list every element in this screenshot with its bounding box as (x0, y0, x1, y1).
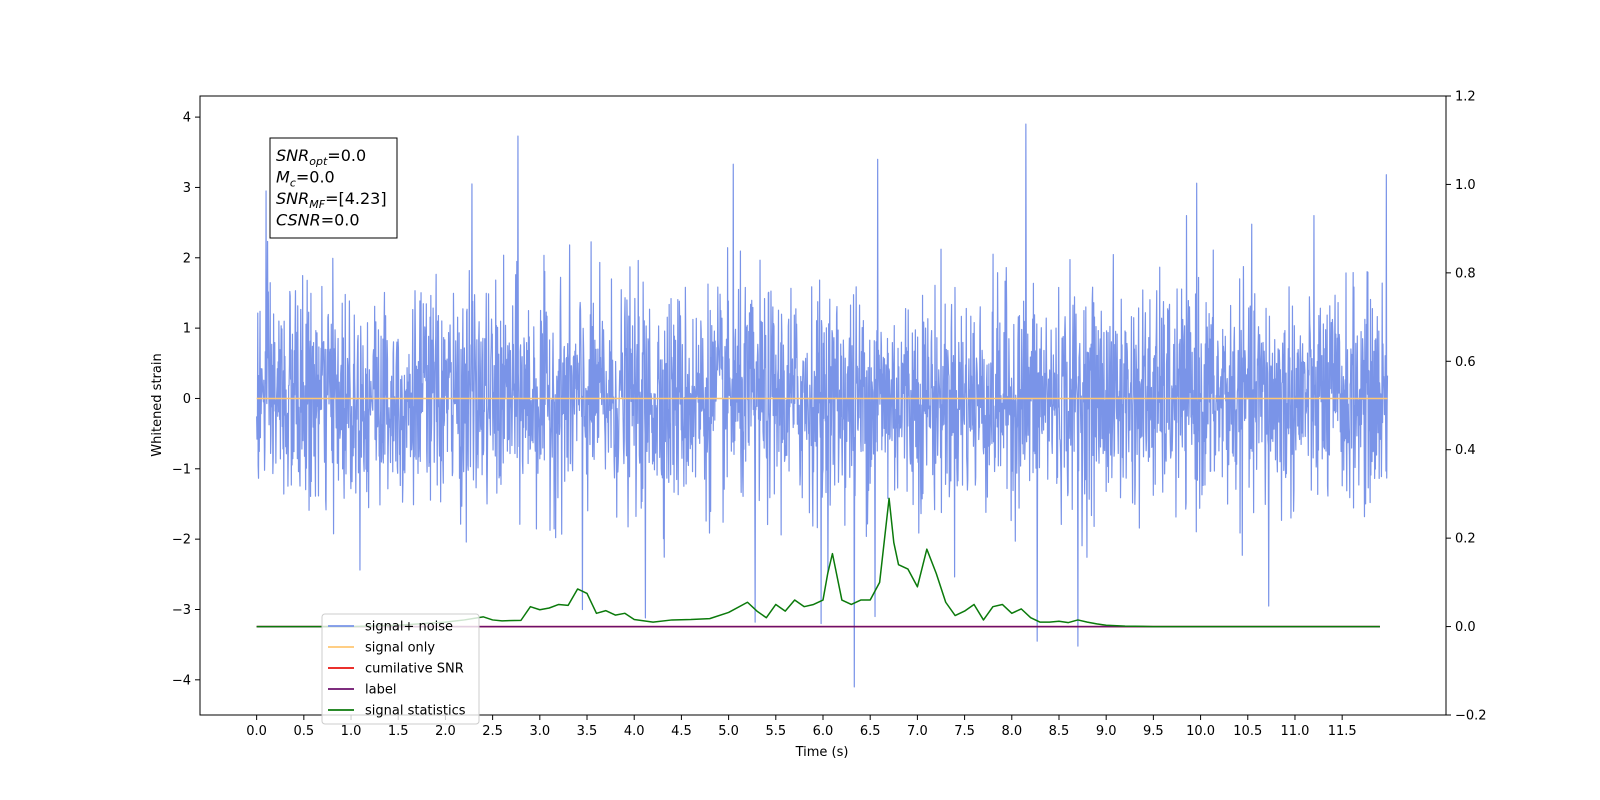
legend-entry: cumilative SNR (365, 662, 464, 677)
y-axis-right: −0.2 0.0 0.2 0.4 0.6 0.8 1.0 1.2 (1446, 90, 1487, 724)
y-right-tick-label: 0.0 (1455, 620, 1476, 635)
x-tick-label: 10.0 (1186, 724, 1215, 739)
info-box-line: CSNR=0.0 (276, 211, 360, 230)
y-right-tick-label: 0.6 (1455, 355, 1476, 370)
x-tick-label: 6.0 (813, 724, 834, 739)
x-tick-label: 11.0 (1280, 724, 1309, 739)
series-layer (256, 123, 1389, 688)
x-tick-label: 0.0 (246, 724, 267, 739)
x-tick-label: 1.5 (388, 724, 409, 739)
y-tick-label: 3 (183, 181, 191, 196)
info-box-frame (269, 137, 398, 239)
y-axis-left: −4 −3 −2 −1 0 1 2 3 4 (172, 111, 200, 688)
y-right-tick-label: 1.2 (1455, 90, 1476, 105)
y-right-tick-label: 0.8 (1455, 266, 1476, 281)
info-box-line: SNRopt=0.0 (276, 146, 366, 168)
info-box-line: Mc=0.0 (276, 168, 335, 190)
y-right-tick-label: −0.2 (1455, 709, 1487, 724)
y-right-tick-label: 0.4 (1455, 443, 1476, 458)
y-tick-label: 2 (183, 251, 191, 266)
y-tick-label: 1 (183, 322, 191, 337)
x-tick-label: 6.5 (860, 724, 881, 739)
x-tick-label: 2.0 (435, 724, 456, 739)
x-tick-label: 10.5 (1233, 724, 1262, 739)
y-tick-label: −3 (172, 603, 191, 618)
y-tick-label: −2 (172, 533, 191, 548)
legend-entry: signal only (365, 641, 435, 656)
x-tick-label: 0.5 (293, 724, 314, 739)
x-tick-label: 9.5 (1143, 724, 1164, 739)
x-tick-label: 5.0 (718, 724, 739, 739)
x-axis-label: Time (s) (795, 745, 849, 760)
legend-entry: signal+ noise (365, 620, 453, 635)
legend-entry: signal statistics (365, 704, 466, 719)
info-box-line: SNRMF=[4.23] (276, 189, 387, 211)
legend: signal+ noise signal only cumilative SNR la… (321, 613, 480, 725)
x-axis: 0.0 0.5 1.0 1.5 2.0 2.5 3.0 3.5 4.0 4.5 5.0 5.5 6.0 6… (246, 715, 1357, 739)
y-tick-label: −1 (172, 462, 191, 477)
x-tick-label: 2.5 (482, 724, 503, 739)
y-right-tick-label: 1.0 (1455, 178, 1476, 193)
x-tick-label: 8.5 (1049, 724, 1070, 739)
series-signal-noise (256, 123, 1389, 688)
legend-entry: label (365, 683, 396, 698)
x-tick-label: 4.0 (624, 724, 645, 739)
y-tick-label: 0 (183, 392, 191, 407)
y-right-tick-label: 0.2 (1455, 532, 1476, 547)
x-tick-label: 11.5 (1328, 724, 1357, 739)
x-tick-label: 3.0 (529, 724, 550, 739)
y-tick-label: 4 (183, 111, 191, 126)
legend-frame (321, 613, 480, 725)
y-axis-label: Whitened strain (150, 353, 165, 456)
x-tick-label: 1.0 (341, 724, 362, 739)
x-tick-label: 4.5 (671, 724, 692, 739)
x-tick-label: 9.0 (1096, 724, 1117, 739)
x-tick-label: 8.0 (1001, 724, 1022, 739)
x-tick-label: 5.5 (765, 724, 786, 739)
y-tick-label: −4 (172, 673, 191, 688)
x-tick-label: 3.5 (577, 724, 598, 739)
x-tick-label: 7.0 (907, 724, 928, 739)
series-signal-statistics (256, 497, 1380, 628)
x-tick-label: 7.5 (954, 724, 975, 739)
